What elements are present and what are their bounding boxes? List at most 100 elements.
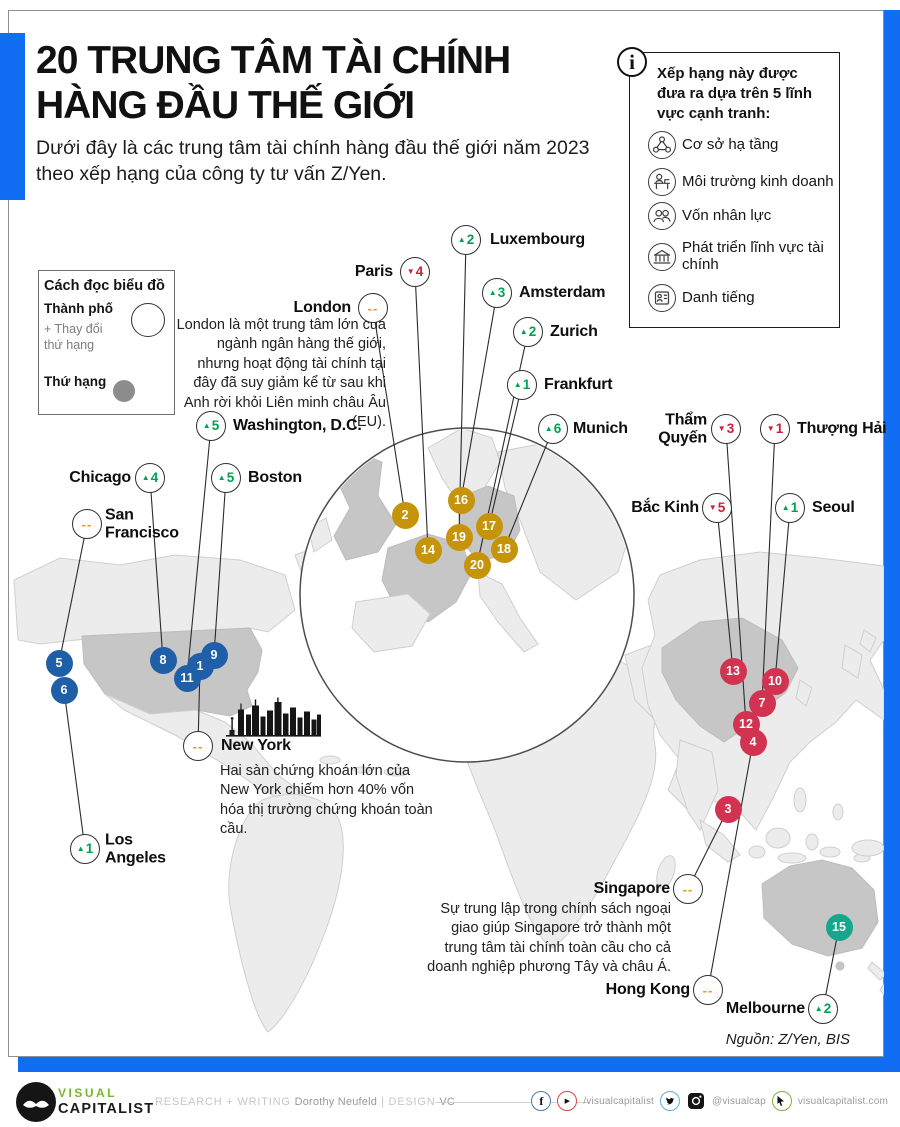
legend-city-circle (131, 303, 165, 337)
rank-dot-los-angeles: 6 (50, 676, 78, 704)
credits: RESEARCH + WRITING Dorothy Neufeld | DES… (155, 1096, 455, 1108)
instagram-icon[interactable] (686, 1091, 706, 1111)
rank-dot-singapore: 3 (714, 795, 742, 823)
leader-line-los-angeles (63, 689, 86, 850)
title-accent-bar (0, 33, 25, 200)
city-label-seoul: Seoul (812, 499, 855, 517)
rank-dot-paris: 14 (414, 536, 442, 564)
leader-line-chicago (149, 477, 164, 661)
financial-sector-icon (648, 242, 676, 271)
right-accent-bar (884, 10, 900, 1072)
criteria-item-label: Phát triển lĩnh vực tài chính (682, 239, 824, 273)
rank-dot-london: 2 (391, 501, 419, 529)
leader-line-hong-kong (707, 741, 754, 991)
facebook-icon[interactable]: f (531, 1091, 552, 1111)
legend-rank-circle (113, 380, 135, 402)
legend-box (38, 270, 175, 415)
rank-dot-melbourne: 15 (825, 913, 853, 941)
criteria-item-label: Cơ sở hạ tầng (682, 135, 779, 153)
criteria-item-3: Vốn nhân lực (648, 202, 837, 230)
bottom-accent-bar (18, 1057, 884, 1072)
title-line1: 20 TRUNG TÂM TÀI CHÍNH (36, 39, 511, 82)
change-badge-beijing: ▼ 5 (702, 493, 732, 523)
change-badge-paris: ▼ 4 (400, 257, 430, 287)
change-badge-shanghai: ▼ 1 (760, 414, 790, 444)
leader-line-frankfurt (488, 384, 523, 527)
city-label-new-york: New York (221, 737, 291, 755)
page-title: 20 TRUNG TÂM TÀI CHÍNH HÀNG ĐẦU THẾ GIỚI (36, 38, 511, 128)
credit-divider: | (380, 1096, 385, 1108)
source-note: Nguồn: Z/Yen, BIS (725, 1031, 850, 1048)
rank-dot-frankfurt: 17 (475, 512, 503, 540)
change-badge-london: -- (358, 293, 388, 323)
new-york-note: Hai sàn chứng khoán lớn của New York chi… (220, 763, 433, 838)
city-label-chicago: Chicago (69, 469, 131, 487)
leader-line-seoul (774, 507, 791, 682)
criteria-heading: Xếp hạng này được đưa ra dựa trên 5 lĩnh… (657, 65, 813, 122)
social-handle-fb-yt[interactable]: /visualcapitalist (583, 1095, 654, 1107)
credit-design-label: DESIGN (388, 1096, 436, 1108)
business-environment-icon (648, 168, 676, 196)
change-badge-chicago: ▲ 4 (135, 463, 165, 493)
city-label-paris: Paris (354, 263, 393, 281)
criteria-item-4: Phát triển lĩnh vực tài chính (648, 239, 837, 274)
change-badge-seoul: ▲ 1 (775, 493, 805, 523)
rank-dot-chicago: 8 (149, 646, 177, 674)
legend-title: Cách đọc biểu đồ (44, 278, 165, 294)
brand-capitalist: CAPITALIST (58, 1101, 155, 1117)
city-label-beijing: Bắc Kinh (631, 499, 699, 517)
criteria-item-label: Vốn nhân lực (682, 206, 772, 224)
reputation-icon (648, 284, 676, 312)
social-handle-instagram[interactable]: @visualcap (712, 1095, 766, 1107)
city-label-boston: Boston (248, 469, 302, 487)
city-label-washington: Washington, D.C. (233, 417, 362, 435)
twitter-icon[interactable] (660, 1091, 680, 1111)
leader-line-boston (213, 477, 227, 656)
city-label-singapore: Singapore (593, 880, 671, 898)
infrastructure-icon (648, 131, 676, 159)
leader-line-san-francisco (58, 523, 88, 664)
title-line2: HÀNG ĐẦU THẾ GIỚI (36, 84, 415, 127)
singapore-note: Sự trung lập trong chính sách ngoại giao… (427, 901, 671, 976)
city-label-luxembourg: Luxembourg (490, 231, 585, 249)
city-label-san-francisco: San Francisco (105, 506, 179, 541)
city-label-zurich: Zurich (550, 323, 598, 341)
leader-line-amsterdam (460, 292, 498, 501)
change-badge-shenzhen: ▼ 3 (711, 414, 741, 444)
change-badge-zurich: ▲ 2 (513, 317, 543, 347)
change-badge-hong-kong: -- (693, 975, 723, 1005)
criteria-item-1: Cơ sở hạ tầng (648, 131, 837, 159)
change-badge-san-francisco: -- (72, 509, 102, 539)
change-badge-amsterdam: ▲ 3 (482, 278, 512, 308)
criteria-item-label: Môi trường kinh doanh (682, 172, 834, 190)
brand-wordmark: VISUAL CAPITALIST (58, 1087, 154, 1117)
rank-dot-seoul: 10 (761, 667, 789, 695)
rank-dot-zurich: 20 (463, 551, 491, 579)
rank-dot-amsterdam: 16 (447, 486, 475, 514)
city-label-munich: Munich (573, 420, 628, 438)
london-note: London là một trung tâm lớn của ngành ng… (176, 317, 386, 431)
social-links: f ▶ /visualcapitalist @visualcap visualc… (531, 1091, 888, 1111)
magnifier-ring (299, 427, 635, 763)
credit-writer-name: Dorothy Neufeld (294, 1096, 378, 1108)
change-badge-boston: ▲ 5 (211, 463, 241, 493)
criteria-item-label: Danh tiếng (682, 288, 755, 306)
leader-line-munich (503, 428, 554, 550)
page-subtitle: Dưới đây là các trung tâm tài chính hàng… (36, 137, 590, 185)
brand-visual: VISUAL (58, 1086, 118, 1100)
rank-dot-shenzhen: 12 (732, 710, 760, 738)
change-badge-washington: ▲ 5 (196, 411, 226, 441)
youtube-icon[interactable]: ▶ (557, 1091, 578, 1111)
city-label-shenzhen: Thẩm Quyến (658, 411, 707, 446)
city-label-hong-kong: Hong Kong (605, 981, 691, 999)
rank-dot-munich: 18 (490, 535, 518, 563)
social-handle-website[interactable]: visualcapitalist.com (797, 1095, 888, 1107)
city-label-los-angeles: Los Angeles (105, 831, 166, 866)
info-icon: i (617, 47, 647, 77)
city-label-frankfurt: Frankfurt (544, 376, 613, 394)
footer-divider-line (435, 1102, 590, 1103)
website-cursor-icon[interactable] (771, 1091, 792, 1111)
change-badge-new-york: -- (183, 731, 213, 761)
leader-line-washington (186, 425, 212, 679)
